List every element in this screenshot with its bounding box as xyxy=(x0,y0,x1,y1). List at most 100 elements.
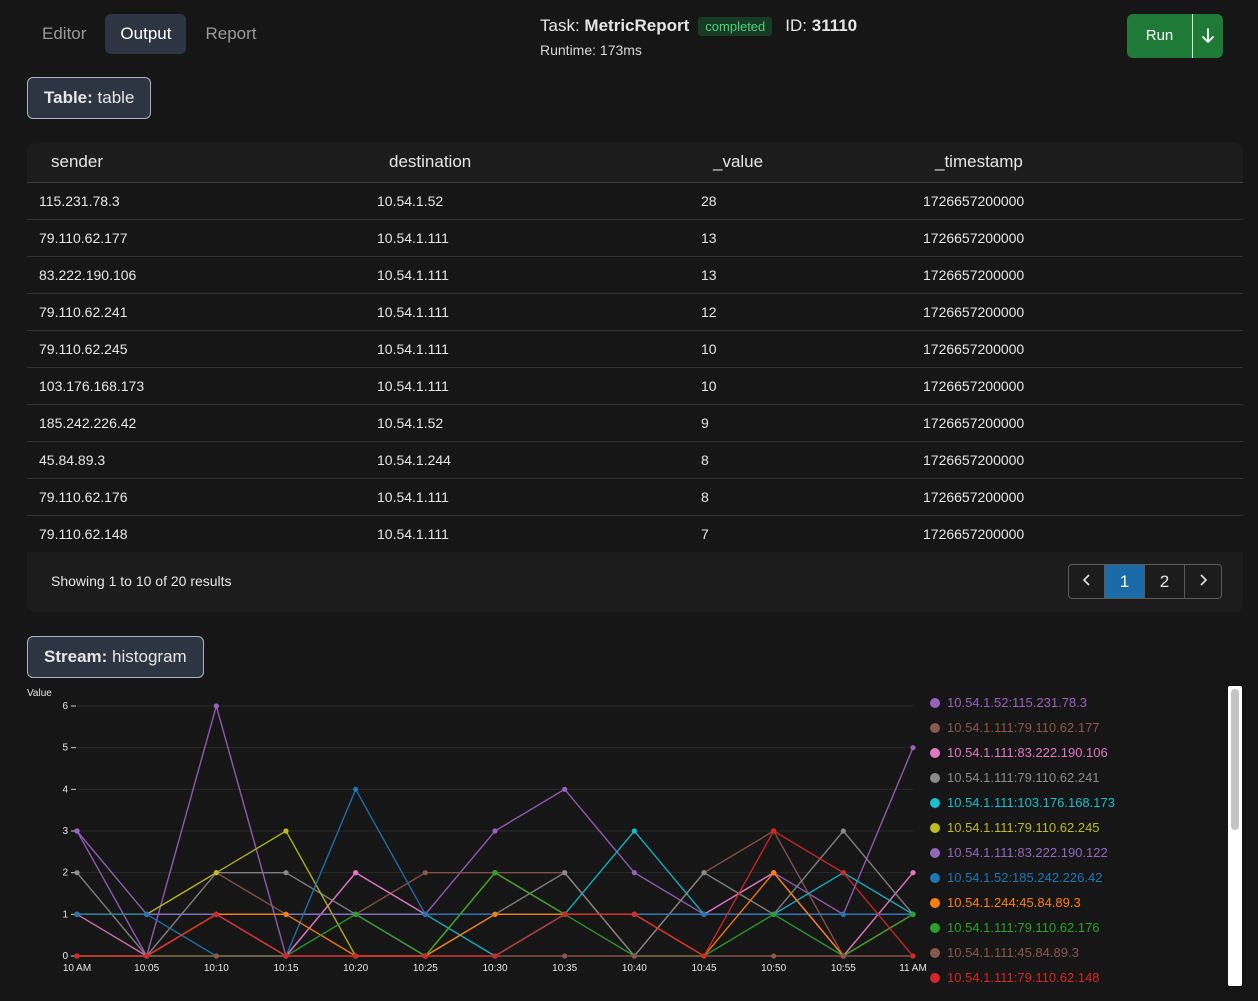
data-point xyxy=(422,870,428,876)
data-point xyxy=(492,828,498,834)
data-point xyxy=(283,953,289,959)
table-section-name: table xyxy=(97,88,135,107)
data-point xyxy=(771,911,777,917)
results-table-panel: sender destination _value _timestamp 115… xyxy=(27,143,1243,612)
legend-swatch xyxy=(930,872,940,883)
data-point xyxy=(631,828,637,834)
next-page-button[interactable] xyxy=(1185,565,1221,598)
legend-label: 10.54.1.111:45.84.89.3 xyxy=(947,945,1079,960)
stream-section-prefix: Stream: xyxy=(44,647,108,666)
legend-item[interactable]: 10.54.1.111:83.222.190.106 xyxy=(930,740,1230,765)
data-point xyxy=(771,870,777,876)
y-tick-label: 6 xyxy=(62,701,68,712)
cell-value: 13 xyxy=(689,219,911,257)
data-point xyxy=(144,953,150,959)
chevron-left-icon xyxy=(1082,574,1090,586)
run-options-button[interactable] xyxy=(1193,14,1223,58)
legend-item[interactable]: 10.54.1.111:79.110.62.176 xyxy=(930,915,1230,940)
task-id: 31110 xyxy=(811,16,858,35)
data-point xyxy=(701,911,707,917)
data-point xyxy=(562,786,568,792)
cell-timestamp: 1726657200000 xyxy=(911,478,1243,516)
task-id-label: ID: xyxy=(785,16,807,35)
legend-label: 10.54.1.111:103.176.168.173 xyxy=(947,795,1115,810)
legend-label: 10.54.1.111:83.222.190.122 xyxy=(947,845,1108,860)
pagination: 1 2 xyxy=(1068,564,1222,599)
data-point xyxy=(213,953,219,959)
legend-item[interactable]: 10.54.1.52:185.242.226.42 xyxy=(930,865,1230,890)
legend-label: 10.54.1.111:79.110.62.148 xyxy=(947,970,1100,985)
legend-item[interactable]: 10.54.1.52:115.231.78.3 xyxy=(930,690,1230,715)
table-row: 103.176.168.173 10.54.1.111 10 172665720000… xyxy=(27,367,1243,405)
legend-scrollbar[interactable] xyxy=(1228,686,1242,986)
table-row: 83.222.190.106 10.54.1.111 13 1726657200000 xyxy=(27,256,1243,294)
series-line xyxy=(77,830,914,957)
data-point xyxy=(144,911,150,917)
table-footer: Showing 1 to 10 of 20 results 1 2 xyxy=(27,552,1243,612)
table-row: 79.110.62.241 10.54.1.111 12 1726657200000 xyxy=(27,293,1243,331)
cell-timestamp: 1726657200000 xyxy=(911,330,1243,368)
legend-label: 10.54.1.111:79.110.62.241 xyxy=(947,770,1100,785)
run-button[interactable]: Run xyxy=(1127,14,1193,58)
cell-sender: 45.84.89.3 xyxy=(27,441,365,479)
legend-item[interactable]: 10.54.1.111:103.176.168.173 xyxy=(930,790,1230,815)
tab-output[interactable]: Output xyxy=(105,14,187,54)
legend-item[interactable]: 10.54.1.111:79.110.62.148 xyxy=(930,965,1230,990)
data-point xyxy=(213,703,219,709)
x-tick-label: 10:50 xyxy=(761,963,786,974)
data-point xyxy=(74,870,80,876)
cell-sender: 79.110.62.241 xyxy=(27,293,365,331)
data-point xyxy=(422,953,428,959)
page-1-button[interactable]: 1 xyxy=(1105,565,1145,598)
tab-report[interactable]: Report xyxy=(205,24,257,43)
data-point xyxy=(562,870,568,876)
cell-value: 10 xyxy=(689,330,911,368)
x-tick-label: 11 AM xyxy=(899,963,927,974)
cell-value: 28 xyxy=(689,182,911,220)
data-point xyxy=(492,870,498,876)
stream-section-name: histogram xyxy=(112,647,187,666)
data-point xyxy=(353,911,359,917)
data-point xyxy=(771,828,777,834)
legend-swatch xyxy=(930,897,940,908)
legend-label: 10.54.1.111:83.222.190.106 xyxy=(947,745,1108,760)
scrollbar-thumb[interactable] xyxy=(1231,689,1239,830)
legend-item[interactable]: 10.54.1.111:45.84.89.3 xyxy=(930,940,1230,965)
page-2-button[interactable]: 2 xyxy=(1145,565,1185,598)
table-row: 79.110.62.177 10.54.1.111 13 1726657200000 xyxy=(27,219,1243,257)
cell-destination: 10.54.1.111 xyxy=(365,478,689,516)
cell-timestamp: 1726657200000 xyxy=(911,256,1243,294)
legend-item[interactable]: 10.54.1.111:83.222.190.122 xyxy=(930,840,1230,865)
table-row: 79.110.62.176 10.54.1.111 8 1726657200000 xyxy=(27,478,1243,516)
legend-swatch xyxy=(930,772,940,783)
legend-item[interactable]: 10.54.1.244:45.84.89.3 xyxy=(930,890,1230,915)
table-header-row: sender destination _value _timestamp xyxy=(27,143,1243,183)
legend-swatch xyxy=(930,822,940,833)
legend-item[interactable]: 10.54.1.111:79.110.62.245 xyxy=(930,815,1230,840)
data-point xyxy=(213,911,219,917)
tab-editor[interactable]: Editor xyxy=(42,24,87,43)
data-point xyxy=(910,870,916,876)
legend-swatch xyxy=(930,747,940,758)
cell-sender: 115.231.78.3 xyxy=(27,182,365,220)
series-line xyxy=(77,830,913,957)
view-tabs: Editor Output Report xyxy=(27,14,272,54)
table-row: 79.110.62.148 10.54.1.111 7 1726657200000 xyxy=(27,515,1243,553)
task-label: Task: xyxy=(540,16,580,35)
data-point xyxy=(771,953,777,959)
data-point xyxy=(422,911,428,917)
legend-item[interactable]: 10.54.1.111:79.110.62.241 xyxy=(930,765,1230,790)
data-point xyxy=(631,911,637,917)
series-line xyxy=(77,830,914,958)
legend-swatch xyxy=(930,847,940,858)
cell-timestamp: 1726657200000 xyxy=(911,515,1243,553)
legend-item[interactable]: 10.54.1.111:79.110.62.177 xyxy=(930,715,1230,740)
data-point xyxy=(283,870,289,876)
cell-destination: 10.54.1.111 xyxy=(365,367,689,405)
table-section-prefix: Table: xyxy=(44,88,93,107)
cell-timestamp: 1726657200000 xyxy=(911,404,1243,442)
x-tick-label: 10:35 xyxy=(552,963,577,974)
cell-destination: 10.54.1.111 xyxy=(365,219,689,257)
previous-page-button[interactable] xyxy=(1069,565,1105,598)
data-point xyxy=(74,911,80,917)
